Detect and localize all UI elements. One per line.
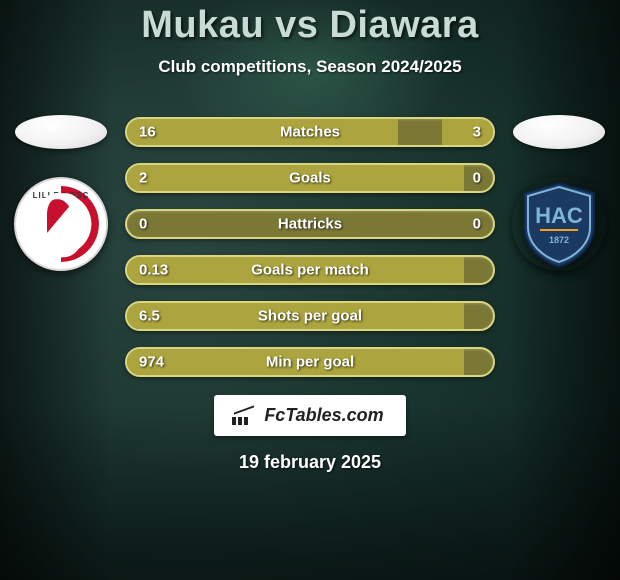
stat-value-right: 0 [473,216,481,233]
left-player-column: LILLE LOSC [14,115,108,271]
stat-bar: 974 Min per goal [125,347,495,377]
stat-value-left: 0.13 [139,262,168,279]
watermark: FcTables.com [214,395,405,436]
stat-value-left: 0 [139,216,147,233]
club-crest-right: HAC 1872 [512,177,606,271]
stat-value-right: 3 [473,124,481,141]
fctables-logo-icon [232,407,258,425]
stat-value-left: 2 [139,170,147,187]
stat-label: Matches [280,124,340,141]
watermark-text: FcTables.com [264,405,383,426]
svg-text:1872: 1872 [549,235,569,245]
club-crest-left: LILLE LOSC [14,177,108,271]
stat-bar: 0.13 Goals per match [125,255,495,285]
right-player-column: HAC 1872 [512,115,606,271]
stat-label: Min per goal [266,354,354,371]
stat-value-left: 6.5 [139,308,160,325]
stat-label: Goals per match [251,262,369,279]
player-photo-placeholder-left [15,115,107,149]
club-crest-left-graphic [37,193,85,257]
stat-bar-fill-right [442,119,493,145]
content-root: Mukau vs Diawara Club competitions, Seas… [0,0,620,580]
stat-label: Hattricks [278,216,342,233]
date-label: 19 february 2025 [239,452,381,473]
stat-bar: 16 Matches 3 [125,117,495,147]
stat-label: Shots per goal [258,308,362,325]
stat-label: Goals [289,170,331,187]
stat-bar: 0 Hattricks 0 [125,209,495,239]
stat-value-left: 974 [139,354,164,371]
stat-bar: 2 Goals 0 [125,163,495,193]
stat-bar: 6.5 Shots per goal [125,301,495,331]
stat-bar-fill-left [127,119,398,145]
player-photo-placeholder-right [513,115,605,149]
page-title: Mukau vs Diawara [141,4,478,47]
stat-bars: 16 Matches 3 2 Goals 0 0 Hattricks 0 0.13 Goals pe… [125,117,495,377]
hac-text: HAC [535,203,583,228]
page-subtitle: Club competitions, Season 2024/2025 [158,57,461,77]
stat-value-right: 0 [473,170,481,187]
stat-value-left: 16 [139,124,156,141]
hac-shield-icon: HAC 1872 [512,177,606,271]
